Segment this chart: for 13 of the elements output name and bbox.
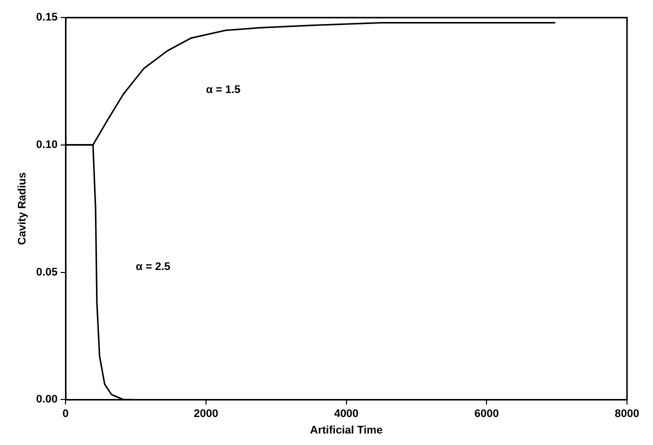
x-tick-label: 0: [62, 408, 69, 420]
y-tick-label: 0.10: [36, 138, 58, 151]
x-tick-label: 6000: [474, 408, 499, 420]
x-tick-label: 2000: [194, 408, 218, 420]
y-tick-label: 0.00: [36, 394, 58, 406]
annotation: α = 2.5: [136, 261, 170, 274]
x-tick-label: 8000: [614, 408, 640, 420]
x-axis-title: Artificial Time: [310, 424, 383, 436]
y-tick-label: 0.15: [36, 12, 58, 24]
annotation: α = 1.5: [206, 84, 241, 96]
y-tick-label: 0.05: [36, 266, 58, 278]
y-axis-title: Cavity Radius: [16, 172, 29, 245]
x-tick-label: 4000: [334, 408, 359, 420]
